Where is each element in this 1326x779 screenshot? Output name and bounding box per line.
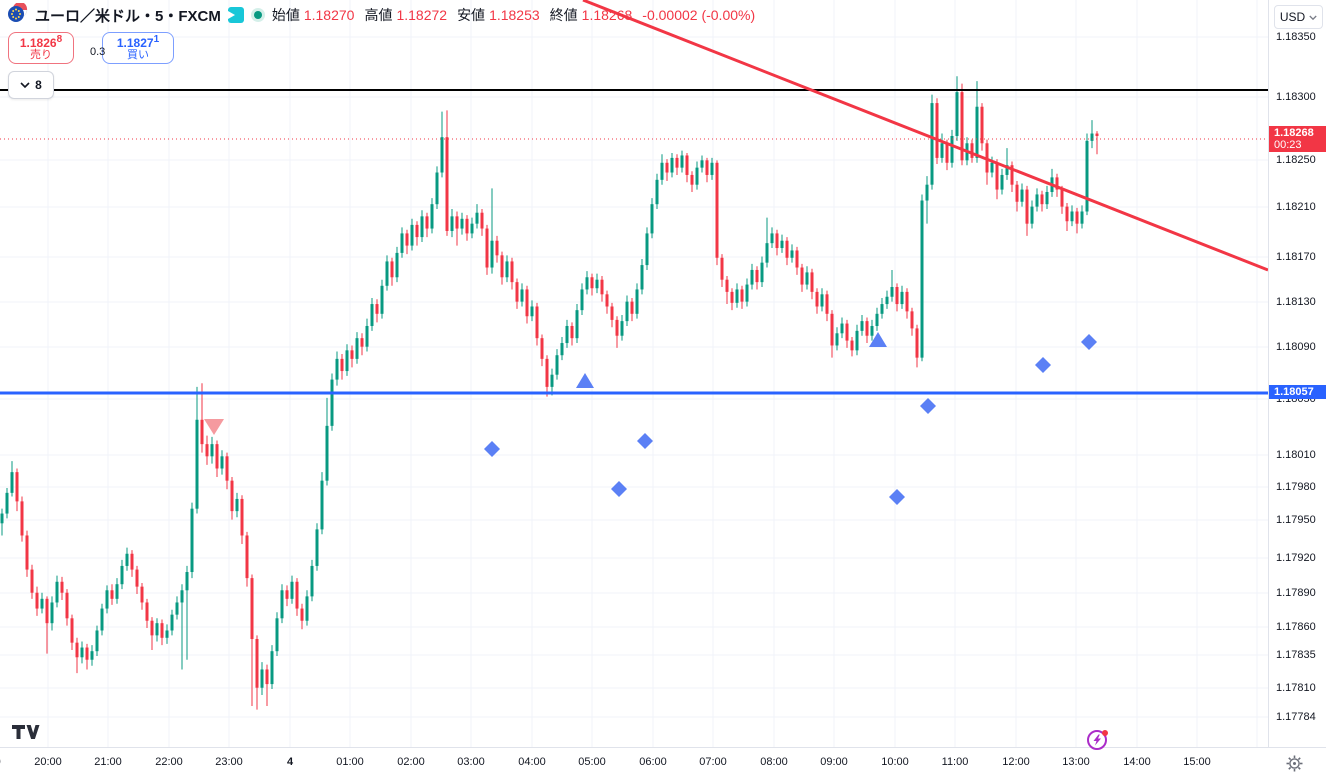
- currency-selector[interactable]: USD: [1274, 5, 1323, 29]
- close-value: 1.18268: [581, 7, 633, 23]
- diamond-marker: [1035, 357, 1051, 373]
- triangle-up-marker: [869, 332, 887, 347]
- sell-pip-digit: 8: [56, 33, 63, 45]
- time-tick-label: 04:00: [518, 756, 546, 768]
- time-tick-label: 15:00: [1183, 756, 1211, 768]
- price-tick-label: 1.18170: [1276, 251, 1316, 263]
- ohlc-readout: 始値 1.18270 高値 1.18272 安値 1.18253 終値 1.18268 …: [272, 5, 755, 25]
- price-tick-label: 1.18250: [1276, 154, 1316, 166]
- time-tick-label: 20:00: [34, 756, 62, 768]
- broker-logo-icon: [227, 7, 244, 23]
- high-label: 高値: [364, 7, 393, 23]
- time-tick-label: 11:00: [941, 756, 969, 768]
- time-tick-label: 01:00: [336, 756, 364, 768]
- currency-label: USD: [1279, 10, 1306, 24]
- market-status-icon[interactable]: [250, 8, 265, 22]
- time-tick-label: 09:00: [820, 756, 848, 768]
- spread-value: 0.3: [90, 46, 106, 58]
- sell-button[interactable]: 1.18268 売り: [8, 32, 74, 64]
- bar-countdown: 00:23: [1274, 139, 1302, 151]
- time-tick-label: 21:00: [94, 756, 122, 768]
- price-tick-label: 1.18090: [1276, 341, 1316, 353]
- price-tick-label: 1.17835: [1276, 649, 1316, 661]
- time-tick-label: 19:00: [0, 756, 12, 768]
- buy-pip-digit: 1: [153, 33, 160, 45]
- last-price: 1.18268: [1274, 127, 1314, 139]
- price-tick-label: 1.17860: [1276, 621, 1316, 633]
- time-tick-label: 22:00: [155, 756, 183, 768]
- triangle-up-marker: [576, 373, 594, 388]
- diamond-marker: [920, 398, 936, 414]
- triangle-down-marker: [204, 419, 224, 435]
- symbol-pair-icon: [8, 1, 28, 28]
- chart-legend: ユーロ／米ドル・5・FXCM 始値 1.18270 高値 1.18272 安値 1.1…: [8, 1, 755, 99]
- price-tick-label: 1.17784: [1276, 711, 1316, 723]
- time-tick-label: 13:00: [1062, 756, 1090, 768]
- open-value: 1.18270: [303, 7, 355, 23]
- price-tick-label: 1.17920: [1276, 552, 1316, 564]
- time-tick-label: 05:00: [578, 756, 606, 768]
- low-value: 1.18253: [489, 7, 540, 23]
- low-label: 安値: [457, 7, 486, 23]
- open-label: 始値: [271, 7, 300, 23]
- price-tick-label: 1.17890: [1276, 587, 1316, 599]
- buy-label: 買い: [127, 48, 149, 61]
- time-tick-label: 06:00: [639, 756, 667, 768]
- time-tick-label: 02:00: [397, 756, 425, 768]
- time-tick-label: 08:00: [760, 756, 788, 768]
- price-tick-label: 1.18130: [1276, 296, 1316, 308]
- time-tick-label: 07:00: [699, 756, 727, 768]
- time-tick-label: 03:00: [457, 756, 485, 768]
- chevron-down-icon: [1309, 10, 1317, 24]
- diamond-marker: [1081, 334, 1097, 350]
- close-label: 終値: [549, 7, 578, 23]
- gear-icon[interactable]: [1286, 755, 1303, 777]
- diamond-marker: [637, 433, 653, 449]
- price-tick-label: 1.17950: [1276, 514, 1316, 526]
- symbol-title[interactable]: ユーロ／米ドル・5・FXCM: [35, 7, 221, 25]
- time-tick-label: 23:00: [215, 756, 243, 768]
- object-tree-collapse-button[interactable]: 8: [8, 71, 54, 99]
- change-value: -0.00002 (-0.00%): [642, 7, 756, 23]
- price-axis[interactable]: USD 1.18350 1.18300 1.18250 1.18210 1.18170 1…: [1268, 0, 1326, 747]
- economic-event-icon[interactable]: [1086, 728, 1110, 757]
- high-value: 1.18272: [396, 7, 448, 23]
- price-tick-label: 1.17980: [1276, 481, 1316, 493]
- time-tick-label: 12:00: [1002, 756, 1030, 768]
- time-tick-label: 4: [286, 756, 294, 768]
- chevron-down-icon: [20, 78, 30, 92]
- tradingview-logo[interactable]: [12, 724, 40, 745]
- support-level-price: 1.18057: [1274, 386, 1314, 398]
- diamond-marker: [611, 481, 627, 497]
- sell-label: 売り: [30, 48, 52, 61]
- support-level-badge: 1.18057: [1269, 385, 1326, 399]
- time-tick-label: 10:00: [881, 756, 909, 768]
- price-tick-label: 1.18010: [1276, 449, 1316, 461]
- price-tick-label: 1.17810: [1276, 682, 1316, 694]
- price-tick-label: 1.18210: [1276, 201, 1316, 213]
- buy-button[interactable]: 1.18271 買い: [102, 32, 174, 64]
- last-price-badge: 1.18268 00:23: [1269, 126, 1326, 152]
- diamond-marker: [484, 441, 500, 457]
- time-axis[interactable]: 19:00 20:00 21:00 22:00 23:00 4 01:00 02:00 03:0…: [0, 747, 1326, 779]
- diamond-marker: [889, 489, 905, 505]
- price-tick-label: 1.18300: [1276, 91, 1316, 103]
- time-tick-label: 14:00: [1123, 756, 1151, 768]
- objects-count: 8: [35, 78, 42, 92]
- price-tick-label: 1.18350: [1276, 31, 1316, 43]
